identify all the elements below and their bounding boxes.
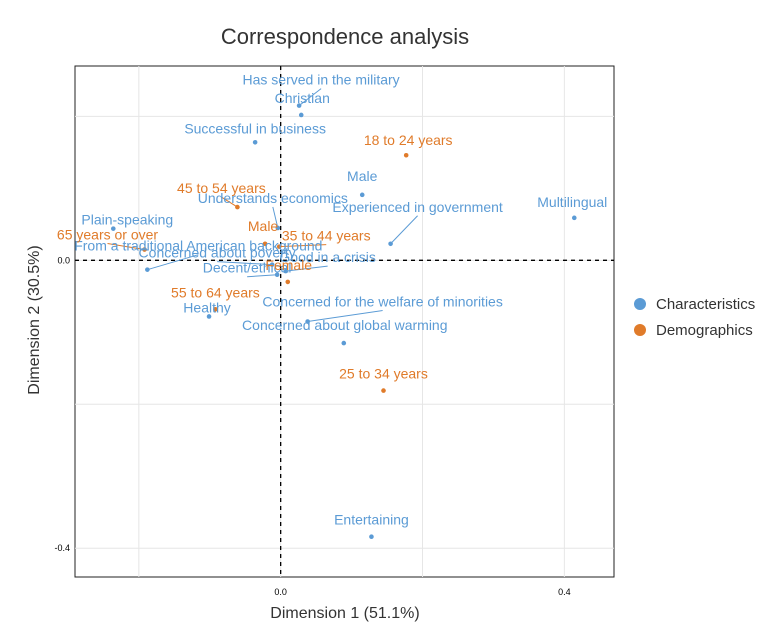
point-label: Concerned about global warming <box>242 317 447 333</box>
data-point[interactable] <box>285 279 291 285</box>
data-points <box>110 103 577 539</box>
point-label: Has served in the military <box>243 72 400 88</box>
point-label: Understands economics <box>198 190 348 206</box>
point-label: Christian <box>275 90 330 106</box>
legend-label-demographics: Demographics <box>656 321 753 339</box>
x-axis-title: Dimension 1 (51.1%) <box>270 605 419 622</box>
point-label: 25 to 34 years <box>339 366 428 382</box>
point-label: 35 to 44 years <box>282 228 371 244</box>
point-label: Entertaining <box>334 512 409 528</box>
point-label: 65 years or over <box>57 227 158 243</box>
point-label: From a traditional American background <box>74 238 322 254</box>
plot-frame <box>74 65 615 578</box>
data-point[interactable] <box>142 247 147 252</box>
data-point[interactable] <box>276 244 282 249</box>
reference-lines <box>75 66 614 577</box>
point-label: 45 to 54 years <box>177 180 266 196</box>
leader-line <box>221 196 238 208</box>
leader-lines <box>107 88 418 322</box>
legend-label-characteristics: Characteristics <box>656 295 756 313</box>
point-label: Plain-speaking <box>81 212 173 228</box>
leader-line <box>247 274 278 278</box>
data-point[interactable] <box>145 267 150 272</box>
data-point[interactable] <box>269 262 275 267</box>
y-tick-label: -0.4 <box>54 543 70 553</box>
data-point[interactable] <box>381 388 386 393</box>
data-point[interactable] <box>305 319 310 324</box>
leader-line <box>147 254 199 271</box>
leader-line <box>285 265 328 272</box>
legend-swatch-demographics <box>634 324 646 336</box>
point-label: Concerned about poverty <box>139 245 296 261</box>
legend-item-characteristics[interactable]: Characteristics <box>634 291 755 317</box>
point-label: Multilingual <box>537 194 607 210</box>
point-label: Decent/ethical <box>203 260 292 276</box>
leader-line <box>307 310 383 322</box>
leader-line <box>217 261 273 266</box>
data-point[interactable] <box>235 204 240 210</box>
leader-line <box>107 243 145 251</box>
data-point[interactable] <box>110 226 116 231</box>
data-point[interactable] <box>571 215 577 221</box>
axis-ticks: 0.0 0.4 0.0 -0.4 <box>54 255 570 597</box>
data-point[interactable] <box>296 103 302 108</box>
leader-line <box>272 206 279 229</box>
point-label: Healthy <box>183 299 230 315</box>
leader-line <box>390 215 418 245</box>
data-point[interactable] <box>206 314 212 319</box>
x-tick-label: 0.4 <box>558 587 571 597</box>
point-label: Male <box>347 168 378 184</box>
data-point[interactable] <box>298 112 304 118</box>
point-label: Female <box>265 257 312 273</box>
point-label: Experienced in government <box>332 199 503 215</box>
plot-area <box>74 65 615 578</box>
point-label: Successful in business <box>184 120 326 136</box>
point-label: Good in a crisis <box>279 249 375 265</box>
data-point[interactable] <box>275 225 281 231</box>
y-axis-title: Dimension 2 (30.5%) <box>26 245 43 394</box>
point-label: Concerned for the welfare of minorities <box>262 294 502 310</box>
data-point[interactable] <box>252 139 258 145</box>
legend: Characteristics Demographics <box>634 291 755 343</box>
data-point[interactable] <box>403 152 409 158</box>
data-point[interactable] <box>359 192 365 198</box>
point-labels: Has served in the military Christian Succe… <box>57 72 607 528</box>
legend-swatch-characteristics <box>634 298 646 310</box>
point-label: 18 to 24 years <box>364 132 453 148</box>
point-label: Male <box>248 218 279 234</box>
point-label: 55 to 64 years <box>171 284 260 300</box>
x-tick-label: 0.0 <box>274 587 287 597</box>
data-point[interactable] <box>283 268 288 274</box>
leader-line <box>298 88 322 106</box>
data-point[interactable] <box>341 340 347 346</box>
leader-line <box>279 244 327 248</box>
chart-title: Correspondence analysis <box>221 24 469 49</box>
data-point[interactable] <box>388 241 393 247</box>
data-point[interactable] <box>262 241 268 247</box>
data-point[interactable] <box>213 306 218 312</box>
legend-item-demographics[interactable]: Demographics <box>634 317 755 343</box>
data-point[interactable] <box>369 534 374 539</box>
y-tick-label: 0.0 <box>57 255 70 265</box>
data-point[interactable] <box>274 272 280 278</box>
